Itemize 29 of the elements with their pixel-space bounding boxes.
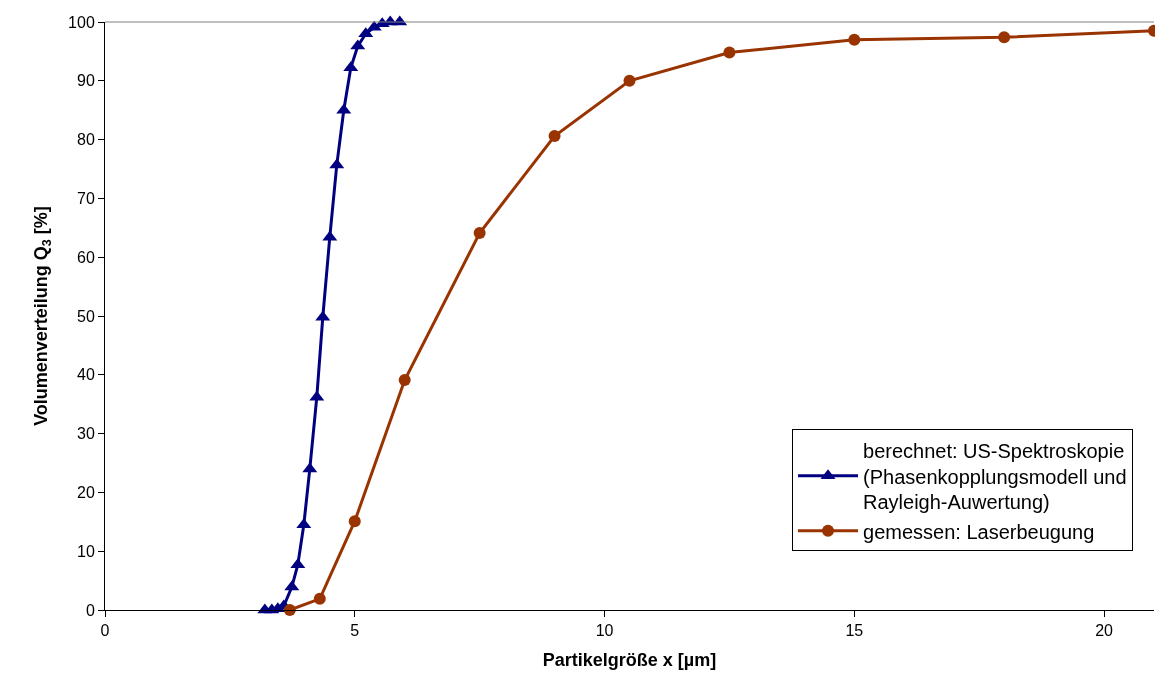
- y-tick-label: 60: [77, 248, 95, 266]
- point: [723, 46, 736, 59]
- y-tick-label: 30: [77, 425, 95, 443]
- y-tick-label: 100: [68, 13, 95, 31]
- y-tick-label: 10: [77, 542, 95, 560]
- x-tick-label: 5: [350, 622, 360, 640]
- point: [473, 227, 486, 240]
- y-tick-label: 80: [77, 131, 95, 149]
- y-tick-label: 40: [77, 366, 95, 384]
- point: [848, 33, 861, 46]
- y-tick-label: 20: [77, 484, 95, 501]
- legend-label: berechnet: US-Spektroskopie (Phasenkopplungsmodell und Rayleigh-Auwertung): [863, 439, 1127, 514]
- x-tick-label: 0: [100, 622, 110, 640]
- point: [348, 515, 361, 528]
- point: [398, 374, 411, 387]
- legend-label: gemessen: Laserbeugung: [863, 520, 1095, 543]
- point: [998, 31, 1011, 44]
- x-tick-label: 10: [595, 622, 614, 640]
- point: [548, 130, 561, 143]
- y-tick-label: 70: [77, 190, 95, 207]
- x-axis-title: Partikelgröße x [µm]: [542, 650, 717, 671]
- x-tick-label: 15: [845, 622, 864, 640]
- point: [313, 592, 326, 605]
- y-tick-label: 90: [77, 72, 95, 90]
- y-tick-label: 0: [85, 601, 95, 619]
- y-tick-label: 50: [77, 307, 95, 325]
- point: [623, 74, 636, 87]
- x-tick-label: 20: [1095, 622, 1114, 640]
- point: [283, 604, 296, 616]
